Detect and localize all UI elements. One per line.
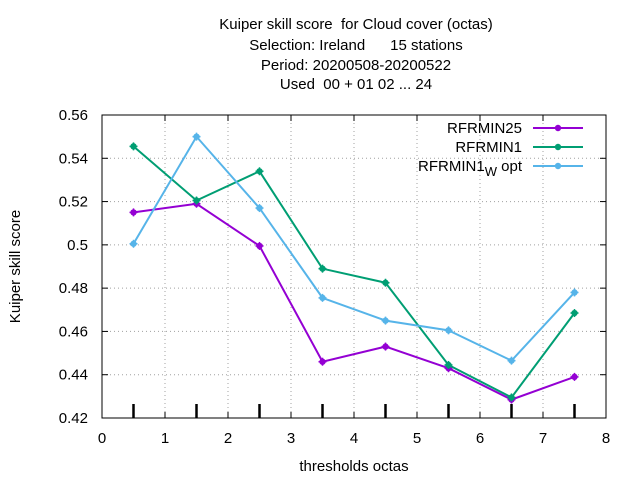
x-tick-label: 7 — [539, 430, 547, 447]
x-tick-label: 4 — [350, 430, 358, 447]
title-line-2: Selection: Ireland 15 stations — [249, 37, 463, 54]
data-point — [444, 360, 453, 369]
legend-label: RFRMIN25 — [447, 120, 522, 137]
x-tick-label: 2 — [224, 430, 232, 447]
data-point — [318, 293, 327, 302]
data-point — [129, 239, 138, 248]
y-tick-label: 0.52 — [59, 194, 88, 211]
y-tick-label: 0.42 — [59, 410, 88, 427]
x-axis-label: thresholds octas — [299, 458, 408, 475]
y-tick-label: 0.54 — [59, 150, 88, 167]
title-line-3: Period: 20200508-20200522 — [260, 57, 452, 74]
x-tick-label: 3 — [287, 430, 295, 447]
data-point — [192, 132, 201, 141]
legend-label-main: RFRMIN1 — [418, 158, 485, 175]
x-tick-label: 5 — [413, 430, 421, 447]
x-tick-label: 6 — [476, 430, 484, 447]
data-point — [444, 326, 453, 335]
data-point — [570, 288, 579, 297]
data-point — [318, 264, 327, 273]
title-line-1: Kuiper skill score for Cloud cover (octa… — [219, 16, 493, 33]
data-point — [129, 142, 138, 151]
x-tick-label: 0 — [98, 430, 106, 447]
legend-label: RFRMIN1 — [455, 139, 522, 156]
y-tick-label: 0.5 — [67, 237, 88, 254]
legend-marker — [554, 162, 562, 170]
series-line — [132, 134, 576, 362]
data-point — [381, 342, 390, 351]
data-point — [255, 167, 264, 176]
data-point — [255, 241, 264, 250]
data-point — [255, 204, 264, 213]
data-point — [507, 393, 516, 402]
legend-label-subscript: W — [485, 164, 498, 179]
legend-marker — [554, 143, 562, 151]
data-point — [507, 356, 516, 365]
y-tick-label: 0.44 — [59, 367, 88, 384]
y-tick-label: 0.48 — [59, 280, 88, 297]
data-point — [381, 316, 390, 325]
data-point — [129, 208, 138, 217]
y-tick-label: 0.56 — [59, 107, 88, 124]
title-line-4: Used 00 + 01 02 ... 24 — [279, 76, 433, 93]
legend-marker — [554, 124, 562, 132]
y-axis-label: Kuiper skill score — [7, 210, 24, 323]
data-point — [570, 309, 579, 318]
data-point — [192, 196, 201, 205]
y-tick-label: 0.46 — [59, 323, 88, 340]
x-tick-label: 8 — [602, 430, 610, 447]
series-line — [132, 145, 576, 399]
data-point — [318, 357, 327, 366]
series-line — [133, 202, 575, 401]
legend-label: RFRMIN1W opt — [418, 158, 523, 179]
data-point — [381, 278, 390, 287]
data-point — [570, 372, 579, 381]
x-tick-label: 1 — [161, 430, 169, 447]
legend-label-tail: opt — [497, 158, 523, 175]
